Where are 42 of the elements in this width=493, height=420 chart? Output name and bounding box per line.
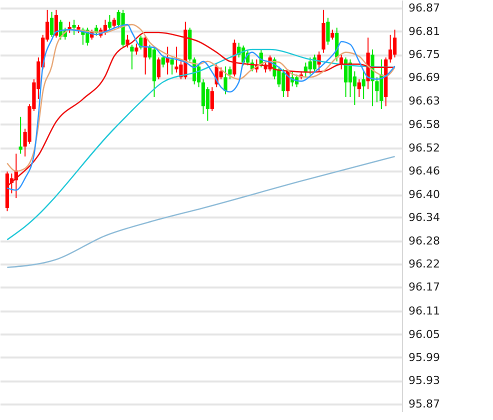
y-tick-label: 96.46 — [408, 164, 440, 178]
candlestick — [375, 76, 379, 103]
candlestick — [201, 78, 206, 115]
candlestick — [108, 14, 112, 30]
candlestick — [317, 51, 321, 72]
y-tick-label: 96.40 — [408, 188, 440, 202]
candlestick — [224, 66, 228, 95]
y-tick-label: 96.34 — [408, 210, 440, 224]
candlestick — [330, 29, 334, 40]
y-tick-label: 96.22 — [408, 258, 440, 271]
y-tick-label: 96.52 — [408, 141, 440, 154]
candlestick — [126, 34, 130, 48]
candlestick — [72, 19, 76, 36]
y-tick-label: 96.05 — [408, 328, 440, 341]
candlestick — [18, 116, 22, 154]
y-tick-label: 96.81 — [408, 24, 440, 38]
y-tick-label: 96.58 — [408, 118, 440, 131]
y-tick-label: 95.87 — [408, 398, 440, 411]
candlestick — [206, 86, 210, 122]
y-tick-label: 95.93 — [408, 374, 440, 388]
candlestick — [134, 43, 138, 56]
y-tick-label: 95.99 — [408, 350, 440, 364]
candlestick — [392, 29, 397, 58]
y-tick-label: 96.87 — [408, 1, 440, 14]
y-tick-label: 96.75 — [408, 48, 440, 62]
y-tick-label: 96.17 — [408, 280, 440, 294]
y-tick-label: 96.63 — [408, 94, 440, 108]
y-tick-label: 96.69 — [408, 71, 440, 84]
candlestick — [130, 44, 134, 70]
candlestick — [388, 34, 392, 64]
line-series — [6, 156, 396, 268]
candlestick — [357, 78, 361, 98]
candlestick — [362, 70, 366, 100]
candlestick — [170, 56, 174, 75]
y-tick-label: 96.28 — [408, 234, 440, 248]
candlestick — [112, 17, 116, 28]
candlestick — [156, 56, 160, 80]
candlestick — [210, 86, 214, 112]
candlestick — [50, 11, 54, 38]
y-tick-label: 96.11 — [408, 304, 440, 318]
candlestick — [228, 66, 232, 80]
candlestick — [326, 17, 330, 46]
